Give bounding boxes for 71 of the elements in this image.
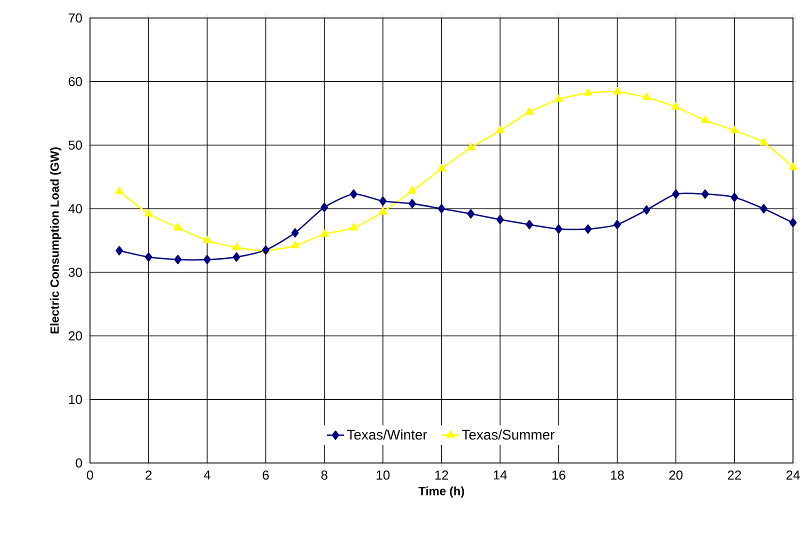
point (466, 142, 475, 150)
legend-label: Texas/Summer (462, 429, 554, 440)
point (584, 224, 592, 234)
point (642, 92, 651, 100)
y-tick-label: 0 (76, 458, 82, 468)
y-tick-label: 10 (69, 394, 82, 404)
point (467, 209, 474, 218)
x-tick-label: 4 (204, 470, 210, 480)
point (672, 189, 680, 199)
point (232, 242, 241, 250)
point (554, 94, 563, 102)
point (438, 204, 446, 214)
x-tick-label: 16 (552, 470, 566, 480)
x-tick-label: 12 (435, 470, 448, 480)
x-tick-label: 6 (262, 470, 269, 480)
point (437, 164, 446, 172)
x-tick-label: 14 (494, 470, 507, 480)
y-tick-label: 60 (68, 76, 82, 86)
point (584, 88, 592, 96)
point (116, 246, 123, 256)
y-tick-label: 30 (68, 268, 82, 277)
point (760, 138, 768, 146)
point (730, 192, 738, 202)
point (144, 209, 153, 216)
y-tick-label: 40 (68, 204, 82, 214)
point (232, 252, 240, 262)
point (700, 116, 710, 124)
point (496, 126, 504, 134)
x-axis-title: Time (h) (418, 486, 464, 498)
y-axis-title: Electric Consumption Load (GW) (50, 147, 62, 334)
x-tick-label: 22 (728, 470, 741, 480)
x-tick-label: 10 (376, 470, 390, 480)
point (174, 254, 182, 264)
point (526, 220, 534, 230)
point (642, 205, 650, 215)
point (613, 87, 622, 94)
point (350, 189, 358, 199)
point (290, 240, 300, 248)
point (554, 224, 562, 234)
x-tick-label: 20 (669, 470, 683, 480)
x-tick-label: 2 (146, 470, 152, 480)
point (144, 252, 152, 262)
point (378, 207, 388, 215)
x-tick-label: 0 (86, 470, 94, 480)
x-tick-label: 24 (786, 470, 800, 480)
point (203, 236, 212, 244)
point (408, 198, 416, 208)
point (349, 223, 358, 230)
x-tick-label: 8 (321, 470, 328, 480)
point (115, 186, 124, 194)
point (788, 162, 798, 170)
x-tick-label: 18 (611, 470, 624, 480)
point (789, 218, 797, 228)
point (496, 214, 504, 224)
point (291, 228, 299, 238)
point (203, 254, 211, 264)
point (174, 223, 182, 230)
point (730, 126, 739, 134)
point (320, 202, 328, 212)
y-tick-label: 20 (68, 331, 82, 340)
point (320, 229, 328, 237)
point (614, 220, 621, 230)
point (525, 107, 534, 115)
point (760, 204, 768, 214)
point (701, 189, 709, 199)
y-tick-label: 50 (68, 140, 82, 150)
legend-label: Texas/Winter (347, 429, 428, 440)
point (379, 196, 387, 206)
point (672, 102, 680, 110)
y-tick-label: 70 (68, 13, 82, 23)
point (408, 186, 416, 194)
